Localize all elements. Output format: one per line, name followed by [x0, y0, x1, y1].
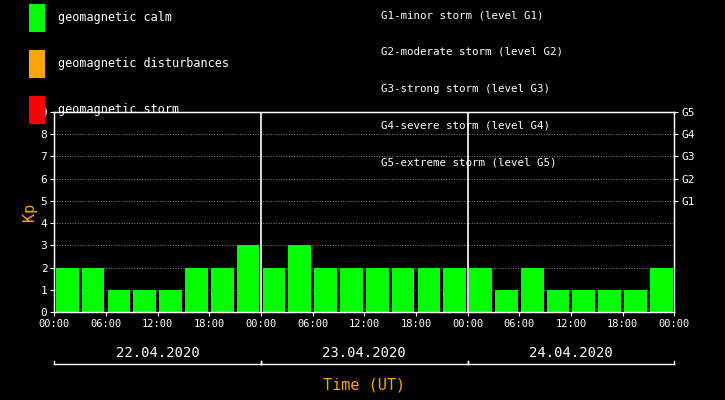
Text: G2-moderate storm (level G2): G2-moderate storm (level G2) — [381, 47, 563, 57]
Bar — [185, 268, 208, 312]
Y-axis label: Kp: Kp — [22, 203, 36, 221]
Bar — [262, 268, 285, 312]
Bar — [624, 290, 647, 312]
Bar — [418, 268, 440, 312]
Text: geomagnetic calm: geomagnetic calm — [58, 12, 172, 24]
Bar — [392, 268, 415, 312]
Bar — [211, 268, 233, 312]
Bar — [314, 268, 337, 312]
Bar — [598, 290, 621, 312]
Bar — [444, 268, 466, 312]
Bar — [107, 290, 130, 312]
Text: 22.04.2020: 22.04.2020 — [116, 346, 199, 360]
Bar — [237, 245, 260, 312]
Text: Time (UT): Time (UT) — [323, 378, 405, 392]
Text: G5-extreme storm (level G5): G5-extreme storm (level G5) — [381, 157, 556, 167]
Bar — [133, 290, 156, 312]
Bar — [573, 290, 595, 312]
Text: 24.04.2020: 24.04.2020 — [529, 346, 613, 360]
Bar — [56, 268, 78, 312]
Text: G4-severe storm (level G4): G4-severe storm (level G4) — [381, 120, 550, 130]
Text: geomagnetic disturbances: geomagnetic disturbances — [58, 58, 229, 70]
Bar — [289, 245, 311, 312]
Text: 23.04.2020: 23.04.2020 — [323, 346, 406, 360]
Bar — [547, 290, 569, 312]
Bar — [469, 268, 492, 312]
Bar — [650, 268, 673, 312]
Text: geomagnetic storm: geomagnetic storm — [58, 104, 179, 116]
Bar — [366, 268, 389, 312]
Text: G1-minor storm (level G1): G1-minor storm (level G1) — [381, 10, 543, 20]
Bar — [521, 268, 544, 312]
Bar — [495, 290, 518, 312]
Bar — [340, 268, 362, 312]
Text: G3-strong storm (level G3): G3-strong storm (level G3) — [381, 84, 550, 94]
Bar — [160, 290, 182, 312]
Bar — [82, 268, 104, 312]
